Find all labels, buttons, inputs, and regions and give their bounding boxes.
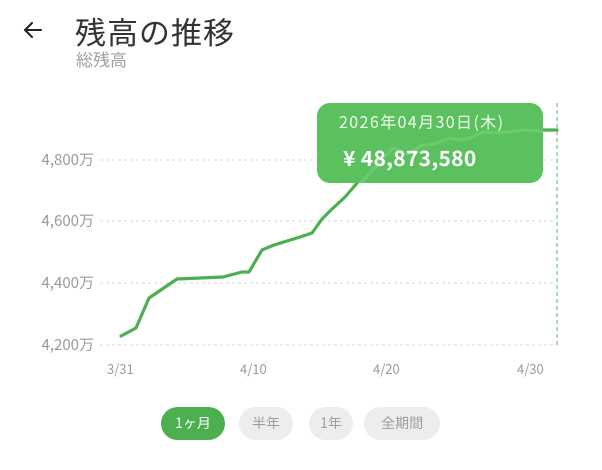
svg-text:4,800万: 4,800万 (42, 149, 94, 170)
svg-text:3/31: 3/31 (107, 359, 134, 378)
svg-text:4/30: 4/30 (517, 359, 544, 378)
svg-text:4,600万: 4,600万 (42, 210, 94, 231)
svg-text:4/10: 4/10 (240, 359, 267, 378)
svg-text:4,400万: 4,400万 (42, 272, 94, 293)
svg-text:4,200万: 4,200万 (42, 334, 94, 355)
svg-text:4/20: 4/20 (373, 359, 400, 378)
